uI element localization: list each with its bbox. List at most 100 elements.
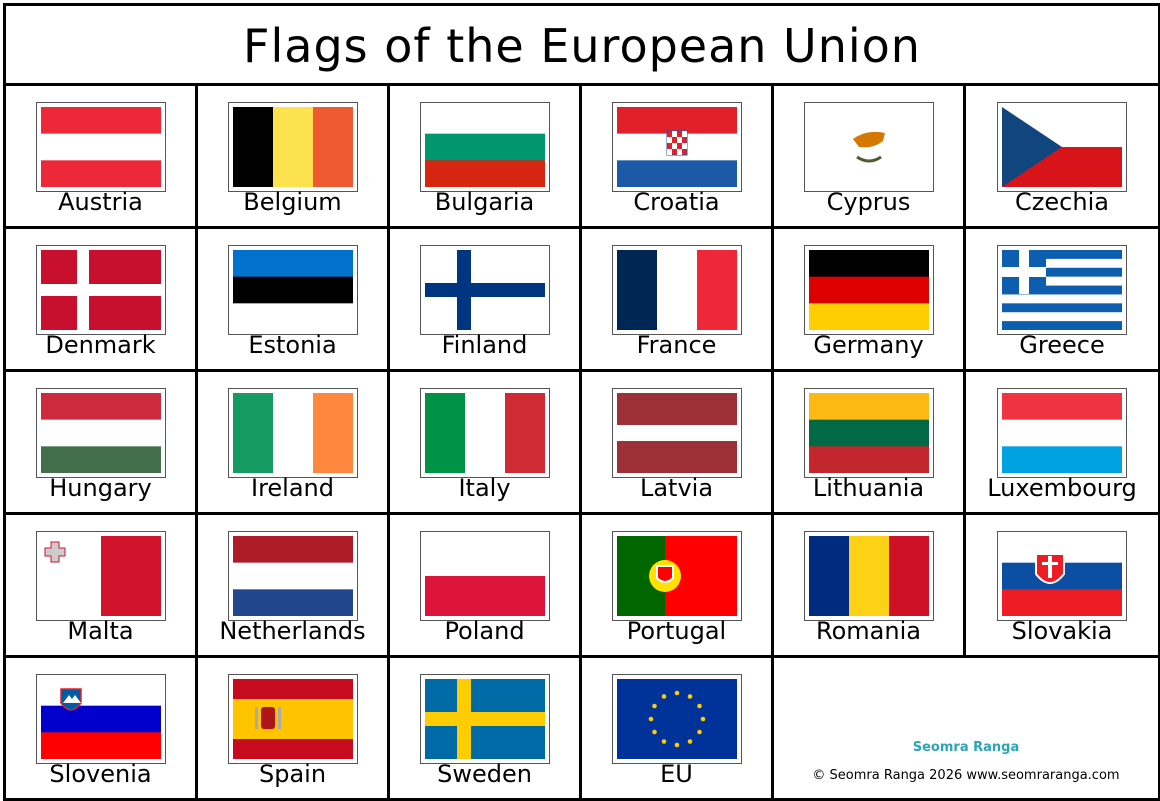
flag-cell: Czechia (966, 86, 1158, 229)
flag (40, 536, 161, 616)
flag-cell: EU (582, 658, 774, 801)
flag-frame (419, 674, 550, 764)
stripe (40, 446, 161, 473)
flag-name: Sweden (437, 760, 532, 788)
flag-cell: Bulgaria (390, 86, 582, 229)
flag-name: Hungary (49, 474, 152, 502)
flag-cell: Netherlands (198, 515, 390, 658)
flag-cell: Cyprus (774, 86, 966, 229)
flag (40, 679, 161, 759)
flag (1002, 107, 1122, 187)
flag-cell: Luxembourg (966, 372, 1158, 515)
stripe (808, 303, 929, 330)
emblem (674, 690, 679, 696)
flag-cell: Italy (390, 372, 582, 515)
flag-name: EU (660, 760, 693, 788)
flag-name: Poland (444, 617, 525, 645)
stripe (808, 276, 929, 304)
emblem (277, 707, 281, 729)
flag-cell: Croatia (582, 86, 774, 229)
flag-cell: Slovenia (6, 658, 198, 801)
flag-name: France (636, 331, 717, 359)
flag-name: Ireland (250, 474, 334, 502)
emblem (651, 729, 657, 735)
flag-name: Croatia (633, 188, 720, 216)
stripe (1002, 393, 1122, 420)
flag-frame (419, 245, 550, 335)
flag (808, 250, 929, 330)
stripe (232, 276, 353, 304)
flag-frame (419, 102, 550, 192)
flag-cell: Latvia (582, 372, 774, 515)
flag (424, 536, 545, 616)
flag-cell: Belgium (198, 86, 390, 229)
stripe (424, 536, 545, 577)
stripe (424, 160, 545, 187)
emblem (661, 739, 666, 744)
flag (1002, 536, 1122, 616)
stripe (424, 133, 545, 161)
stripe (616, 160, 737, 187)
stripe (232, 393, 273, 473)
stripe (312, 393, 353, 473)
flag-frame (803, 388, 934, 478)
flag-name: Belgium (243, 188, 342, 216)
flag-name: Cyprus (826, 188, 911, 216)
flag (232, 107, 353, 187)
flag-frame (803, 531, 934, 621)
stripe (464, 393, 505, 473)
flag (424, 679, 545, 759)
emblem (700, 716, 705, 722)
flag-name: Romania (816, 617, 921, 645)
emblem (852, 131, 885, 148)
flag-name: Germany (813, 331, 924, 359)
cross (424, 283, 545, 297)
emblem (260, 707, 275, 729)
flag (40, 250, 161, 330)
flag-name: Slovenia (49, 760, 152, 788)
cross (40, 284, 161, 296)
flag-frame (227, 388, 358, 478)
flag (616, 107, 737, 187)
flag-name: Latvia (639, 474, 714, 502)
stripe (232, 303, 353, 330)
emblem (1048, 556, 1052, 578)
flag-frame (35, 388, 166, 478)
flag-cell: Malta (6, 515, 198, 658)
flag-name: Portugal (626, 617, 727, 645)
stripe (424, 393, 465, 473)
stripe (40, 419, 161, 447)
emblem (687, 739, 692, 744)
flag (232, 250, 353, 330)
flag-frame (227, 674, 358, 764)
flag-cell: Lithuania (774, 372, 966, 515)
stripe (696, 250, 737, 330)
emblem (651, 703, 657, 709)
flag-frame (35, 102, 166, 192)
flag-cell: Sweden (390, 658, 582, 801)
stripe (232, 739, 353, 759)
emblem (44, 541, 65, 563)
flag-cell: France (582, 229, 774, 372)
flag-cell: Hungary (6, 372, 198, 515)
flag-frame (611, 245, 742, 335)
stripe (656, 250, 697, 330)
flag-frame (227, 102, 358, 192)
stripe (616, 107, 737, 134)
flag (1002, 250, 1122, 330)
emblem (681, 143, 687, 149)
flag-cell: Estonia (198, 229, 390, 372)
flag-name: Denmark (45, 331, 156, 359)
stripe (808, 250, 929, 277)
stripe (272, 107, 313, 187)
flag-frame (419, 531, 550, 621)
emblem (254, 707, 258, 729)
flag (424, 107, 545, 187)
copyright: © Seomra Ranga 2026 www.seomraranga.com (812, 768, 1120, 783)
emblem (1002, 267, 1046, 277)
emblem (676, 137, 682, 143)
flag-cell: Portugal (582, 515, 774, 658)
stripe (1002, 285, 1122, 295)
title: Flags of the European Union (6, 6, 1158, 86)
